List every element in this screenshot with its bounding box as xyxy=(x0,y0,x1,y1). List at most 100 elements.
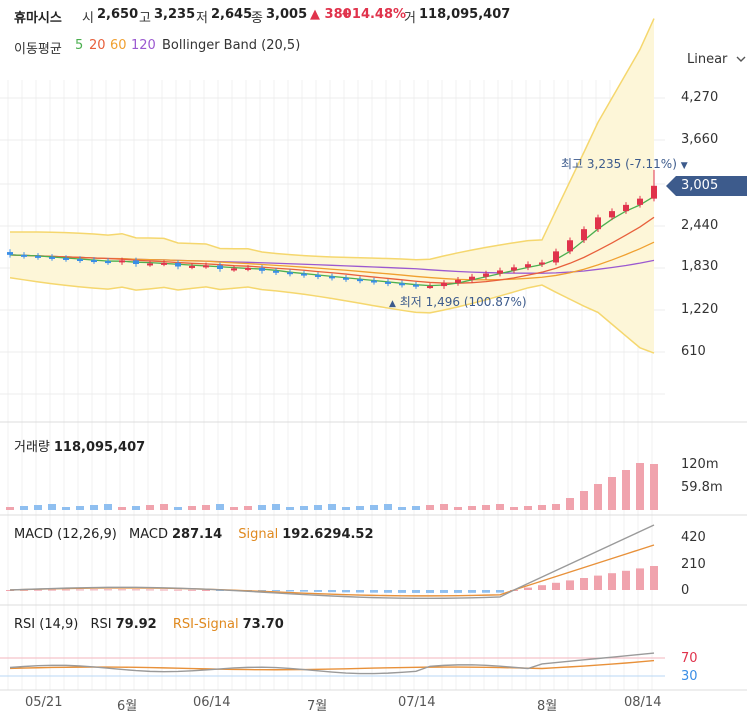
volume-bar xyxy=(132,506,140,510)
candle-body xyxy=(91,260,97,263)
volume-bar xyxy=(188,506,196,510)
candlesticks xyxy=(7,169,657,289)
ma60-toggle[interactable]: 60 xyxy=(110,38,127,53)
scale-selector[interactable]: Linear xyxy=(687,52,747,72)
volume-bar xyxy=(608,477,616,510)
high-annotation: 최고 3,235 (-7.11%) ▼ xyxy=(561,155,688,172)
macd-histogram-bar xyxy=(118,589,126,591)
volume-bar xyxy=(552,504,560,510)
x-axis-label: 8월 xyxy=(537,699,558,714)
candle-body xyxy=(497,270,503,274)
candle-body xyxy=(357,279,363,282)
candle-body xyxy=(259,267,265,271)
ma120-toggle[interactable]: 120 xyxy=(131,38,156,53)
high-value: 3,235 xyxy=(154,7,196,22)
macd-histogram-bar xyxy=(398,590,406,593)
open-label: 시 xyxy=(82,11,94,26)
bollinger-fill xyxy=(10,18,654,354)
ma20-toggle[interactable]: 20 xyxy=(89,38,106,53)
candle-body xyxy=(651,185,657,199)
macd-histogram-bar xyxy=(48,589,56,591)
macd-tick: 0 xyxy=(681,583,690,598)
price-tick: 610 xyxy=(681,344,706,359)
volume-tick: 120m xyxy=(681,457,719,472)
volume-bar xyxy=(440,504,448,510)
close-label: 종 xyxy=(251,11,263,26)
volume-label: 거 xyxy=(404,11,416,26)
candle-body xyxy=(119,260,125,263)
candle-body xyxy=(287,272,293,275)
x-axis-label: 06/14 xyxy=(193,695,231,710)
volume-bar xyxy=(622,470,630,510)
candle-body xyxy=(371,280,377,283)
volume-bar xyxy=(146,505,154,510)
candle-body xyxy=(105,261,111,264)
candle-body xyxy=(315,274,321,277)
macd-histogram-bar xyxy=(608,573,616,590)
volume-value: 118,095,407 xyxy=(419,7,511,22)
volume-bar xyxy=(636,463,644,510)
macd-line xyxy=(9,524,655,600)
volume-panel-value: 118,095,407 xyxy=(53,440,146,455)
macd-signal-label: Signal xyxy=(238,527,279,542)
volume-tick: 59.8m xyxy=(681,480,723,495)
macd-histogram-bar xyxy=(538,585,546,590)
macd-histogram-bar xyxy=(552,582,560,590)
ma5-toggle[interactable]: 5 xyxy=(75,38,84,53)
bollinger-toggle[interactable]: Bollinger Band (20,5) xyxy=(162,38,301,53)
price-tick: 3,660 xyxy=(681,132,719,147)
rsi-panel-title: RSI (14,9) RSI 79.92 RSI-Signal 73.70 xyxy=(14,617,292,632)
rsi-tick: 70 xyxy=(681,651,698,666)
rsi-signal-value: 73.70 xyxy=(242,617,284,632)
volume-bar xyxy=(90,505,98,510)
candle-body xyxy=(623,204,629,212)
low-annotation-text: 최저 1,496 (100.87%) xyxy=(399,295,527,309)
chart-grid xyxy=(0,80,747,691)
volume-bar xyxy=(426,505,434,510)
stock-name: 휴마시스 xyxy=(14,11,62,26)
volume-bar xyxy=(496,504,504,510)
volume-bar xyxy=(34,505,42,510)
quote-header: 휴마시스 시 2,650 고 3,235 저 2,645 종 3,005 ▲ 3… xyxy=(0,0,747,30)
macd-histogram-bar xyxy=(482,590,490,593)
candle-body xyxy=(133,260,139,265)
macd-histogram-bar xyxy=(174,589,182,591)
candle-body xyxy=(399,283,405,286)
change-value: ▲ 380 xyxy=(310,7,352,22)
low-marker-icon: ▲ xyxy=(389,299,396,309)
candle-body xyxy=(595,217,601,230)
macd-histogram-bar xyxy=(104,589,112,591)
volume-bar xyxy=(104,504,112,510)
volume-bar xyxy=(566,498,574,510)
candle-body xyxy=(77,259,83,262)
volume-bar xyxy=(482,505,490,510)
low-value: 2,645 xyxy=(211,7,253,22)
rsi-signal-label: RSI-Signal xyxy=(172,617,239,632)
volume-bar xyxy=(76,506,84,510)
volume-bar xyxy=(510,507,518,510)
macd-chart xyxy=(6,524,658,600)
candle-body xyxy=(231,268,237,271)
volume-bar xyxy=(524,506,532,510)
macd-histogram-bar xyxy=(20,589,28,591)
candle-body xyxy=(637,198,643,205)
candle-body xyxy=(581,229,587,241)
rsi-chart xyxy=(9,652,655,675)
volume-bar xyxy=(538,505,546,510)
candle-body xyxy=(21,254,27,257)
price-tick: 4,270 xyxy=(681,90,719,105)
volume-panel-label: 거래량 xyxy=(14,440,50,455)
candle-body xyxy=(539,262,545,265)
x-axis-label: 05/21 xyxy=(25,695,63,710)
volume-bar xyxy=(216,504,224,510)
macd-histogram-bar xyxy=(650,566,658,590)
macd-tick: 210 xyxy=(681,557,706,572)
volume-bar xyxy=(454,507,462,510)
x-axis-label: 07/14 xyxy=(398,695,436,710)
macd-histogram-bar xyxy=(524,587,532,590)
candle-body xyxy=(609,211,615,218)
candle-body xyxy=(567,240,573,252)
macd-histogram-bar xyxy=(258,590,266,591)
x-axis-label: 08/14 xyxy=(624,695,662,710)
